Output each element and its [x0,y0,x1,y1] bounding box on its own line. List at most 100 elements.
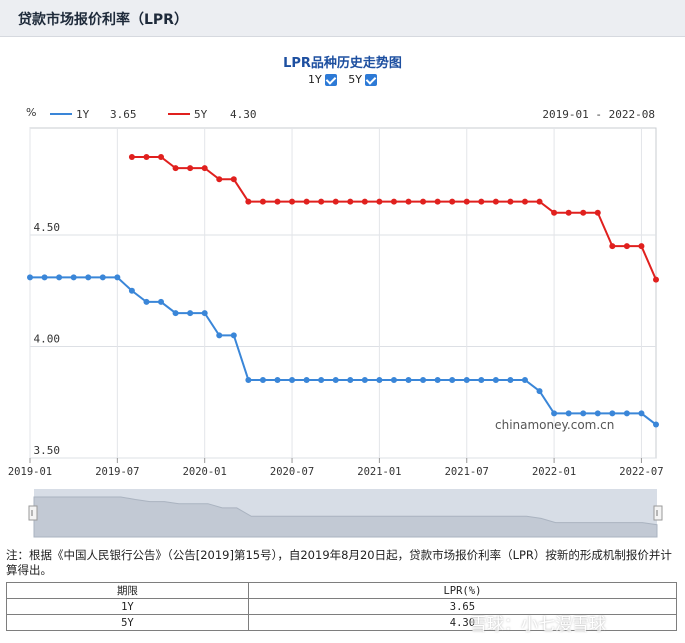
data-point-1y [565,410,572,417]
data-point-1y [580,410,587,417]
data-point-1y [216,332,223,339]
data-point-1y [492,376,499,383]
header-bar: 贷款市场报价利率（LPR） [0,0,685,37]
table-header-row: 期限 LPR(%) [6,582,678,599]
page-title: 贷款市场报价利率（LPR） [18,12,188,28]
cell-term: 5Y [6,614,249,631]
header-lpr: LPR(%) [247,582,678,599]
x-tick-label: 2022-01 [532,466,576,478]
data-point-1y [114,274,121,281]
y-unit-label: % [26,106,36,119]
data-point-1y [405,376,412,383]
toggle-1y[interactable]: 1Y [308,73,337,86]
data-point-1y [230,332,237,339]
data-point-1y [653,421,659,428]
data-point-1y [376,376,383,383]
date-range-label: 2019-01 - 2022-08 [542,108,655,121]
x-tick-label: 2022-07 [619,466,663,478]
data-point-5y [609,243,616,250]
data-point-5y [420,198,427,205]
data-point-5y [230,176,237,183]
plot-area [29,127,657,459]
legend-1y-value: 3.65 [110,108,137,121]
data-point-1y [143,298,150,305]
data-point-5y [128,153,135,160]
data-point-5y [638,243,645,250]
toggle-1y-label: 1Y [308,73,322,86]
x-tick-label: 2021-07 [445,466,489,478]
cell-rate: 3.65 [247,598,678,615]
data-point-5y [434,198,441,205]
data-point-1y [390,376,397,383]
data-point-5y [289,198,296,205]
data-point-1y [289,376,296,383]
navigator-left-handle[interactable] [28,505,38,521]
data-point-5y [463,198,470,205]
data-point-1y [172,310,179,317]
data-point-1y [332,376,339,383]
data-point-5y [158,153,165,160]
data-point-5y [332,198,339,205]
data-point-1y [536,388,543,395]
x-tick-label: 2021-01 [357,466,401,478]
navigator-right-handle[interactable] [653,505,663,521]
data-point-1y [623,410,630,417]
data-point-1y [274,376,281,383]
data-point-1y [347,376,354,383]
x-tick-label: 2020-07 [270,466,314,478]
data-point-1y [463,376,470,383]
legend: 1Y 3.65 5Y 4.30 [50,108,257,121]
data-point-5y [216,176,223,183]
x-axis-ticks: 2019-01 2019-07 2020-01 2020-07 2021-01 2021-… [8,458,664,478]
data-point-1y [56,274,63,281]
data-point-5y [521,198,528,205]
data-point-1y [187,310,194,317]
checkbox-5y[interactable] [364,73,377,86]
data-point-1y [609,410,616,417]
data-point-1y [638,410,645,417]
data-point-5y [390,198,397,205]
data-point-5y [551,209,558,216]
navigator-series-shape [33,496,658,538]
table-row: 5Y 4.30 [6,614,678,631]
data-point-5y [492,198,499,205]
data-point-5y [449,198,456,205]
data-point-5y [594,209,601,216]
data-point-1y [478,376,485,383]
legend-5y-name: 5Y [194,108,208,121]
checkbox-1y[interactable] [324,73,337,86]
data-point-5y [274,198,281,205]
legend-5y-value: 4.30 [230,108,257,121]
y-tick-label: 3.50 [34,444,61,457]
source-watermark: chinamoney.com.cn [495,418,614,432]
rates-table: 期限 LPR(%) 1Y 3.65 5Y 4.30 [6,582,678,631]
data-point-1y [41,274,48,281]
data-point-1y [594,410,601,417]
footnote: 注：根据《中国人民银行公告》（公告[2019]第15号），自2019年8月20日… [6,548,672,577]
data-point-1y [303,376,310,383]
data-point-1y [85,274,92,281]
data-point-5y [405,198,412,205]
range-navigator[interactable] [28,489,663,538]
y-tick-label: 4.50 [34,221,61,234]
x-tick-label: 2020-01 [183,466,227,478]
toggle-5y[interactable]: 5Y [348,73,377,86]
series-layer [27,153,659,428]
data-point-1y [128,287,135,294]
data-point-5y [347,198,354,205]
data-point-1y [434,376,441,383]
data-point-1y [449,376,456,383]
data-point-1y [201,310,208,317]
cell-term: 1Y [6,598,249,615]
data-point-5y [507,198,514,205]
data-point-5y [565,209,572,216]
data-point-5y [653,276,659,283]
cell-rate: 4.30 [247,614,678,631]
data-point-1y [551,410,558,417]
data-point-5y [259,198,266,205]
data-point-1y [245,376,252,383]
data-point-1y [27,274,33,281]
data-point-1y [99,274,106,281]
overlay-watermark: 雪球：小七漫雪球 [470,615,606,635]
data-point-1y [361,376,368,383]
